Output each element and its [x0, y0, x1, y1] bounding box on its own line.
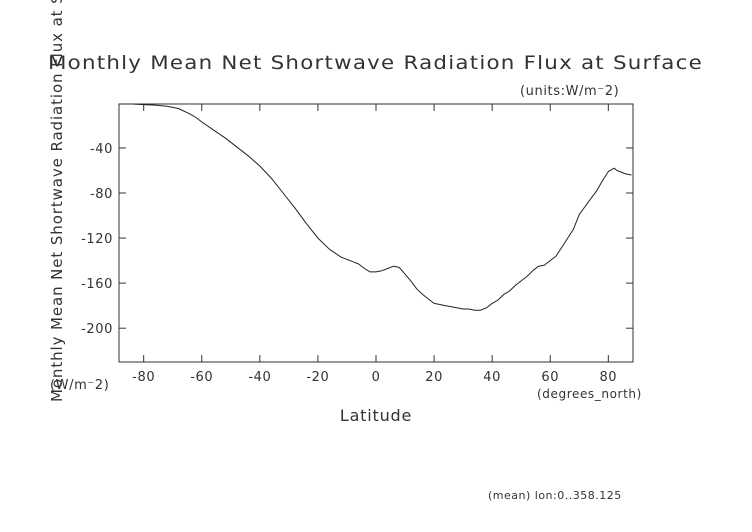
y-tick-label: -120 — [81, 232, 113, 247]
x-tick-label: 40 — [483, 370, 501, 385]
y-tick-label: -160 — [81, 277, 113, 292]
x-axis-unit: (degrees_north) — [537, 387, 642, 401]
y-tick-label: -80 — [90, 187, 113, 202]
x-tick-label: -60 — [190, 370, 213, 385]
y-tick-label: -40 — [90, 142, 113, 157]
chart-title: Monthly Mean Net Shortwave Radiation Flu… — [48, 52, 703, 74]
x-tick-label: 60 — [541, 370, 559, 385]
footer-note: (mean) lon:0..358.125 — [488, 489, 622, 502]
series-line — [120, 103, 632, 311]
y-axis-label: Monthly Mean Net Shortwave Radiation Flu… — [48, 0, 66, 402]
x-axis-label: Latitude — [340, 406, 412, 425]
plot-frame — [118, 103, 634, 363]
x-tick-label: -20 — [306, 370, 329, 385]
x-tick-label: -40 — [248, 370, 271, 385]
x-axis: -80 -60 -40 -20 0 20 40 60 80 — [132, 104, 617, 385]
x-tick-label: 20 — [425, 370, 443, 385]
x-tick-label: 80 — [599, 370, 617, 385]
y-tick-label: -200 — [81, 322, 113, 337]
units-note: (units:W/m⁻2) — [520, 84, 619, 99]
y-axis: -40 -80 -120 -160 -200 — [81, 142, 633, 337]
series-group — [120, 103, 632, 311]
y-axis-unit: (W/m⁻2) — [50, 378, 109, 393]
x-tick-label: -80 — [132, 370, 155, 385]
x-tick-label: 0 — [372, 370, 381, 385]
